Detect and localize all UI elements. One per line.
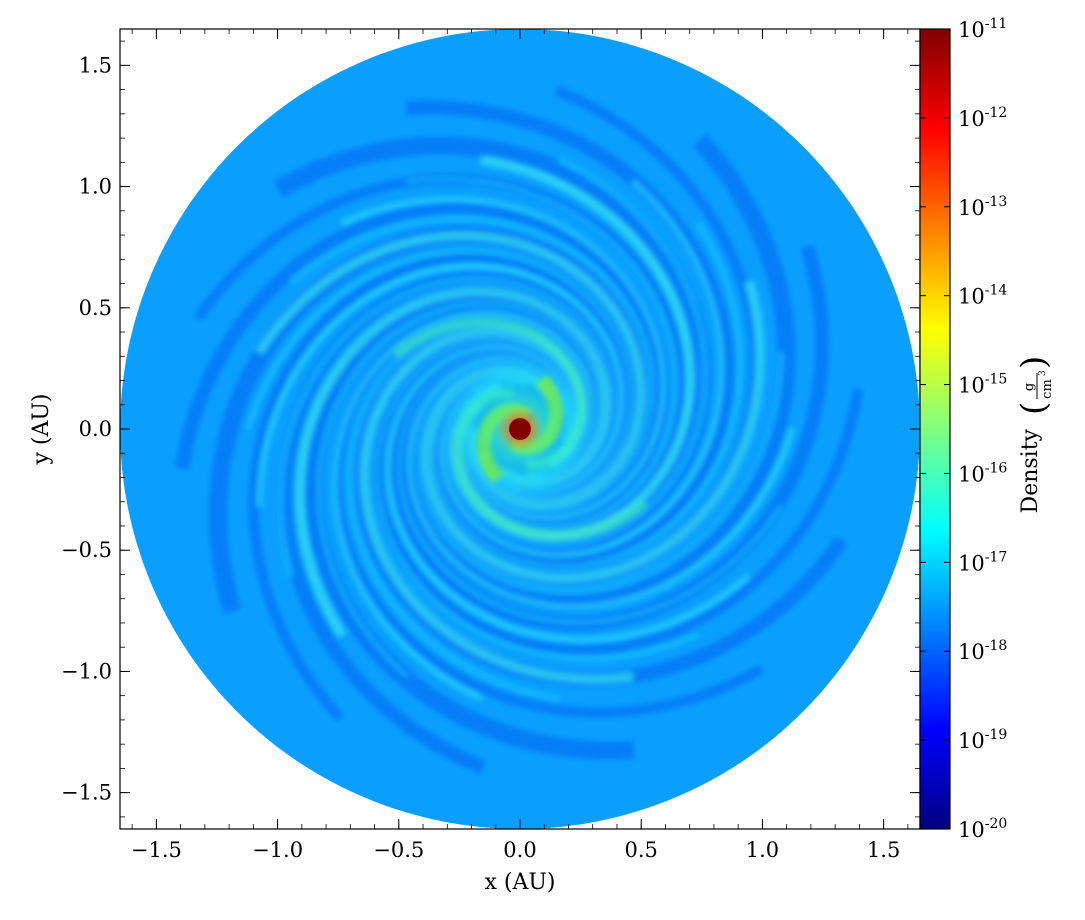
colorbar-tick-label: 10-13 [958, 194, 1007, 220]
colorbar: 10-20 10-19 10-18 10-17 10-16 10-15 10-14 10-13… [919, 16, 1055, 842]
y-tick-label: 1.5 [79, 53, 112, 77]
x-tick-label: 1.0 [746, 838, 779, 862]
y-tick-label: 1.0 [79, 175, 112, 199]
colorbar-tick-label: 10-16 [958, 460, 1007, 486]
x-tick-label: 0.0 [503, 838, 536, 862]
y-tick-label: 0.5 [79, 296, 112, 320]
central-core [509, 418, 531, 440]
colorbar-units-paren-open: ( [1014, 402, 1054, 415]
x-tick-label: 0.5 [625, 838, 658, 862]
colorbar-units-numerator: g [1022, 383, 1037, 391]
colorbar-ticks: 10-20 10-19 10-18 10-17 10-16 10-15 10-14 10-13… [920, 16, 1007, 842]
colorbar-title-text: Density [1018, 428, 1043, 513]
colorbar-tick-label: 10-14 [958, 283, 1007, 309]
y-tick-label: 0.0 [79, 417, 112, 441]
y-axis-label: y (AU) [29, 393, 54, 465]
plot-area: −1.5 −1.0 −0.5 0.0 0.5 1.0 1.5 −1.5 −1.0 −0.5 0.0… [61, 28, 921, 862]
colorbar-units-exponent: 3 [1038, 370, 1048, 376]
colorbar-tick-label: 10-19 [958, 727, 1007, 753]
colorbar-title: Density ( g cm 3 ) [1014, 356, 1055, 514]
x-tick-label: −0.5 [373, 838, 424, 862]
x-axis-ticks: −1.5 −1.0 −0.5 0.0 0.5 1.0 1.5 [131, 29, 909, 862]
x-tick-label: −1.0 [252, 838, 303, 862]
colorbar-tick-label: 10-20 [958, 816, 1007, 842]
colorbar-tick-label: 10-15 [958, 372, 1007, 398]
colorbar-units-paren-close: ) [1014, 356, 1054, 369]
y-axis-ticks: −1.5 −1.0 −0.5 0.0 0.5 1.0 1.5 [61, 40, 920, 818]
colorbar-tick-label: 10-11 [958, 16, 1007, 42]
y-tick-label: −1.0 [61, 659, 112, 683]
colorbar-tick-label: 10-12 [958, 105, 1007, 131]
y-tick-label: −0.5 [61, 538, 112, 562]
x-axis-label: x (AU) [485, 870, 556, 895]
colorbar-tick-label: 10-18 [958, 638, 1007, 664]
colorbar-gradient [919, 28, 951, 830]
y-tick-label: −1.5 [61, 781, 112, 805]
x-tick-label: 1.5 [867, 838, 900, 862]
colorbar-units-denominator: cm [1040, 379, 1055, 399]
colorbar-tick-label: 10-17 [958, 549, 1007, 575]
x-tick-label: −1.5 [131, 838, 182, 862]
